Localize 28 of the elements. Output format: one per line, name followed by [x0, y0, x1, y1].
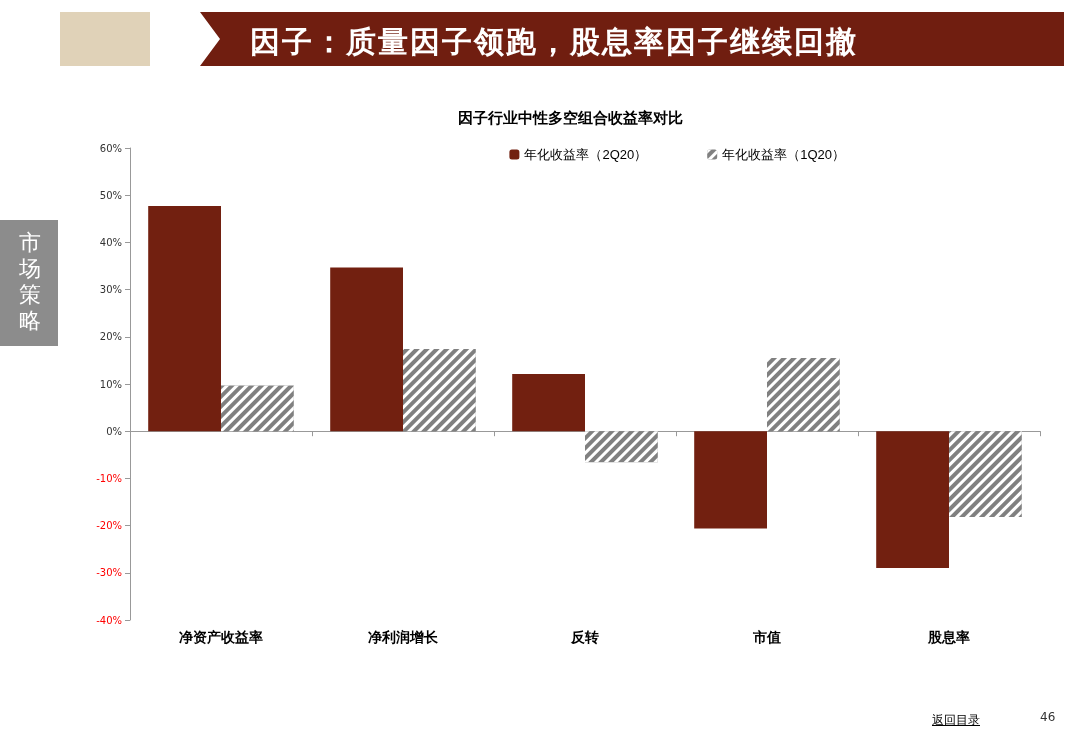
y-tick-label: 0% — [106, 425, 122, 437]
y-tick-label: 40% — [99, 236, 122, 248]
bar — [694, 431, 767, 529]
y-tick-label: 50% — [99, 189, 122, 201]
legend-label: 年化收益率（2Q20） — [524, 147, 648, 162]
text: 返回目录 — [932, 712, 980, 729]
y-tick-label: 30% — [99, 284, 122, 296]
x-tick-label: 市值 — [752, 629, 781, 645]
x-tick-label: 净利润增长 — [368, 629, 439, 645]
y-tick-label: -30% — [96, 567, 122, 579]
legend-label: 年化收益率（1Q20） — [722, 147, 846, 162]
y-tick-label: 20% — [99, 331, 122, 343]
chart-subtitle: 因子行业中性多空组合收益率对比 — [457, 108, 683, 127]
x-tick-label: 净资产收益率 — [179, 629, 263, 645]
y-tick-label: 10% — [99, 378, 122, 390]
y-tick-label: 60% — [99, 142, 122, 154]
chart-title: 因子：质量因子领跑，股息率因子继续回撤 — [250, 23, 858, 61]
bar — [876, 431, 949, 569]
x-tick-label: 反转 — [570, 629, 599, 645]
y-tick-label: -10% — [96, 472, 122, 484]
text: 市场策略 — [18, 230, 42, 334]
x-tick-label: 股息率 — [927, 629, 970, 645]
bar — [330, 267, 403, 432]
y-tick-label: -20% — [96, 520, 122, 532]
bar — [148, 206, 221, 432]
bar — [512, 374, 585, 432]
y-tick-label: -40% — [96, 614, 122, 626]
text: 46 — [1040, 710, 1056, 724]
